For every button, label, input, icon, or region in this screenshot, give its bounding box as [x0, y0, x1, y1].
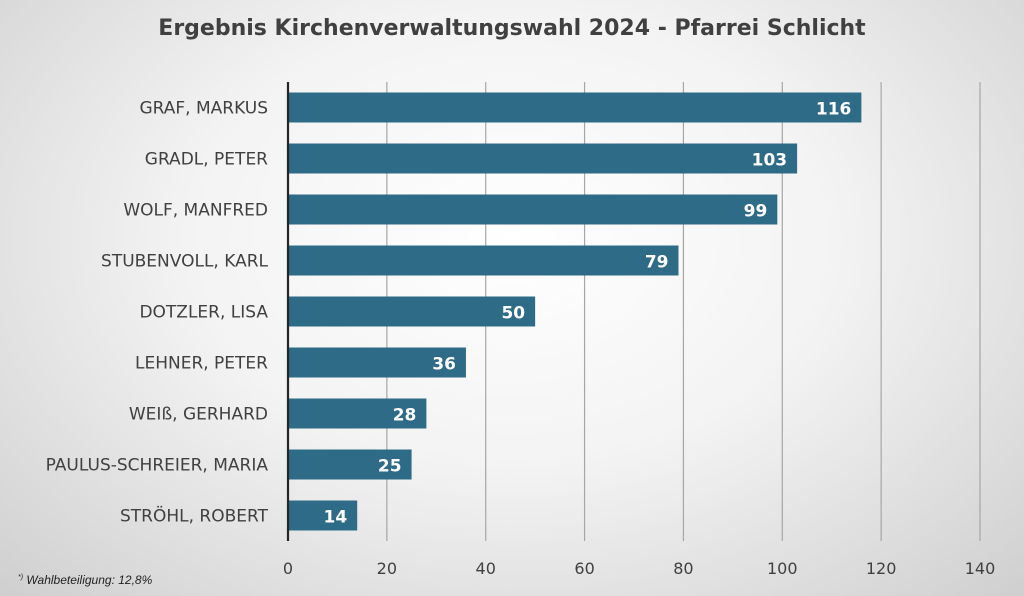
x-tick-label: 80	[673, 559, 693, 578]
data-label: 36	[432, 355, 456, 375]
bar	[288, 347, 466, 378]
data-label: 99	[744, 202, 768, 222]
x-tick-label: 0	[283, 559, 293, 578]
x-tick-label: 120	[866, 559, 897, 578]
data-label: 50	[501, 304, 525, 324]
data-label: 103	[752, 151, 788, 171]
category-label: STUBENVOLL, KARL	[101, 252, 268, 272]
category-label: WOLF, MANFRED	[123, 201, 268, 221]
footnote-text: Wahlbeteiligung: 12,8%	[26, 573, 153, 587]
bar	[288, 398, 427, 429]
bar	[288, 194, 778, 225]
category-label: GRAF, MARKUS	[139, 99, 268, 119]
x-tick-label: 20	[377, 559, 397, 578]
footnote: *) Wahlbeteiligung: 12,8%	[18, 573, 152, 587]
bar	[288, 143, 798, 174]
category-label: WEIß, GERHARD	[129, 405, 268, 425]
data-label: 116	[816, 100, 852, 120]
category-label: PAULUS-SCHREIER, MARIA	[46, 456, 269, 476]
x-tick-label: 100	[767, 559, 798, 578]
bar	[288, 92, 862, 123]
bar	[288, 449, 412, 480]
category-label: DOTZLER, LISA	[139, 303, 268, 323]
x-tick-label: 140	[965, 559, 996, 578]
category-label: LEHNER, PETER	[135, 354, 268, 374]
chart-title: Ergebnis Kirchenverwaltungswahl 2024 - P…	[158, 16, 866, 41]
bar	[288, 296, 536, 327]
footnote-mark: *)	[18, 574, 24, 581]
data-label: 79	[645, 253, 669, 273]
category-label: GRADL, PETER	[145, 150, 268, 170]
x-tick-label: 40	[476, 559, 496, 578]
bar	[288, 245, 679, 276]
data-label: 25	[378, 457, 402, 477]
bar	[288, 500, 358, 531]
category-label: STRÖHL, ROBERT	[120, 505, 269, 527]
data-label: 14	[324, 508, 348, 528]
x-tick-label: 60	[574, 559, 594, 578]
data-label: 28	[393, 406, 417, 426]
